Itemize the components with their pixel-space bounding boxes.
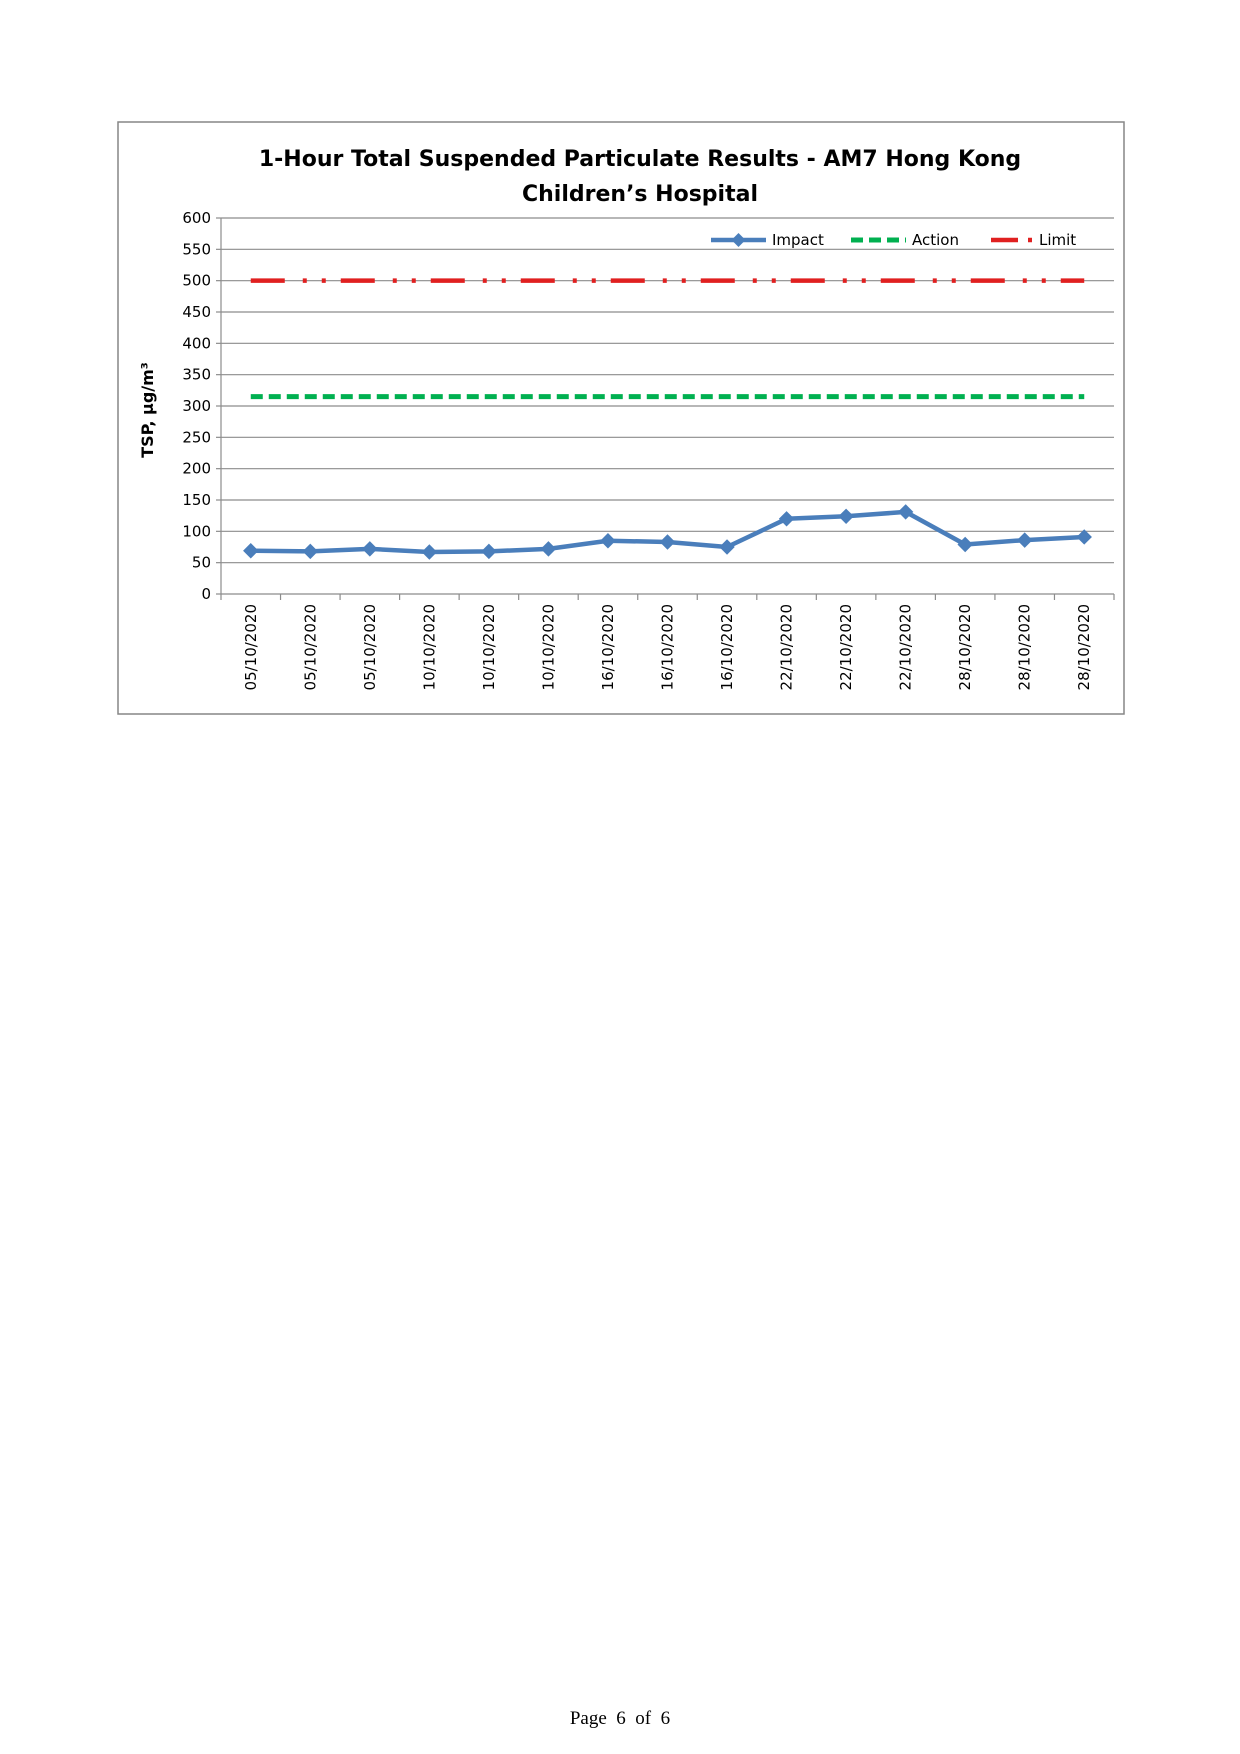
x-tick-label: 10/10/2020 [539, 604, 557, 690]
legend-limit-label: Limit [1039, 231, 1076, 249]
chart-border [117, 121, 1125, 715]
impact-point [838, 508, 854, 525]
impact-point [1076, 529, 1092, 545]
x-tick-label: 28/10/2020 [1016, 604, 1034, 690]
x-tick-label: 10/10/2020 [480, 604, 498, 690]
x-tick-label: 16/10/2020 [659, 604, 677, 690]
x-tick-label: 22/10/2020 [897, 604, 915, 690]
legend-action-label: Action [912, 231, 959, 249]
y-tick-label-550: 550 [182, 240, 211, 258]
y-tick-label-300: 300 [182, 397, 211, 415]
impact-point [302, 543, 319, 560]
y-tick-label-600: 600 [182, 209, 211, 227]
chart-title-line-2: Children’s Hospital [522, 182, 758, 207]
x-tick-label: 10/10/2020 [420, 604, 438, 690]
y-tick-labels: 0 50 100 150 200 250 300 350 400 450 500 550 600 [182, 209, 211, 603]
impact-point [719, 539, 735, 555]
x-tick-label: 16/10/2020 [718, 604, 736, 690]
y-tick-label-450: 450 [182, 303, 211, 321]
x-tick-labels: 05/10/2020 05/10/2020 05/10/2020 10/10/2020… [242, 604, 1093, 690]
page-total: 6 [660, 1708, 671, 1729]
y-tick-label-150: 150 [182, 491, 211, 509]
y-tick-label-250: 250 [182, 428, 211, 446]
page-word: Page [569, 1708, 607, 1729]
impact-point [778, 511, 795, 527]
legend: Impact Action Limit [711, 231, 1076, 249]
y-tick-label-200: 200 [182, 460, 211, 478]
x-tick-label: 22/10/2020 [778, 604, 796, 690]
page-footer: Page 6 of 6 [0, 1708, 1240, 1730]
legend-impact-marker [731, 233, 746, 247]
impact-point [897, 504, 914, 520]
impact-point [481, 543, 497, 560]
chart-title-line-1: 1-Hour Total Suspended Particulate Resul… [259, 147, 1021, 172]
y-tick-label-50: 50 [192, 554, 211, 572]
x-tick-label: 05/10/2020 [301, 604, 319, 690]
x-tick-label: 05/10/2020 [242, 604, 260, 690]
x-tick-label: 22/10/2020 [837, 604, 855, 690]
x-tick-label: 05/10/2020 [361, 604, 379, 690]
impact-point [243, 543, 259, 559]
y-tick-label-400: 400 [182, 334, 211, 352]
x-tick-label: 28/10/2020 [1075, 604, 1093, 690]
y-tick-label-0: 0 [201, 585, 211, 603]
impact-point [600, 533, 616, 549]
impact-point [421, 544, 438, 560]
x-tick-label: 28/10/2020 [956, 604, 974, 690]
impact-point [362, 541, 378, 557]
impact-point [1016, 532, 1033, 548]
y-axis-label: TSP, μg/m³ [138, 362, 157, 458]
y-tick-label-500: 500 [182, 272, 211, 290]
impact-point [659, 534, 676, 550]
y-tick-label-350: 350 [182, 366, 211, 384]
x-tick-label: 16/10/2020 [599, 604, 617, 690]
page-current: 6 [616, 1708, 626, 1729]
of-word: of [635, 1708, 652, 1729]
legend-impact-label: Impact [772, 231, 824, 249]
y-tick-label-100: 100 [182, 522, 211, 540]
impact-point [957, 536, 973, 553]
axes [216, 217, 1115, 600]
impact-point [540, 541, 557, 557]
plot-series [243, 278, 1092, 560]
